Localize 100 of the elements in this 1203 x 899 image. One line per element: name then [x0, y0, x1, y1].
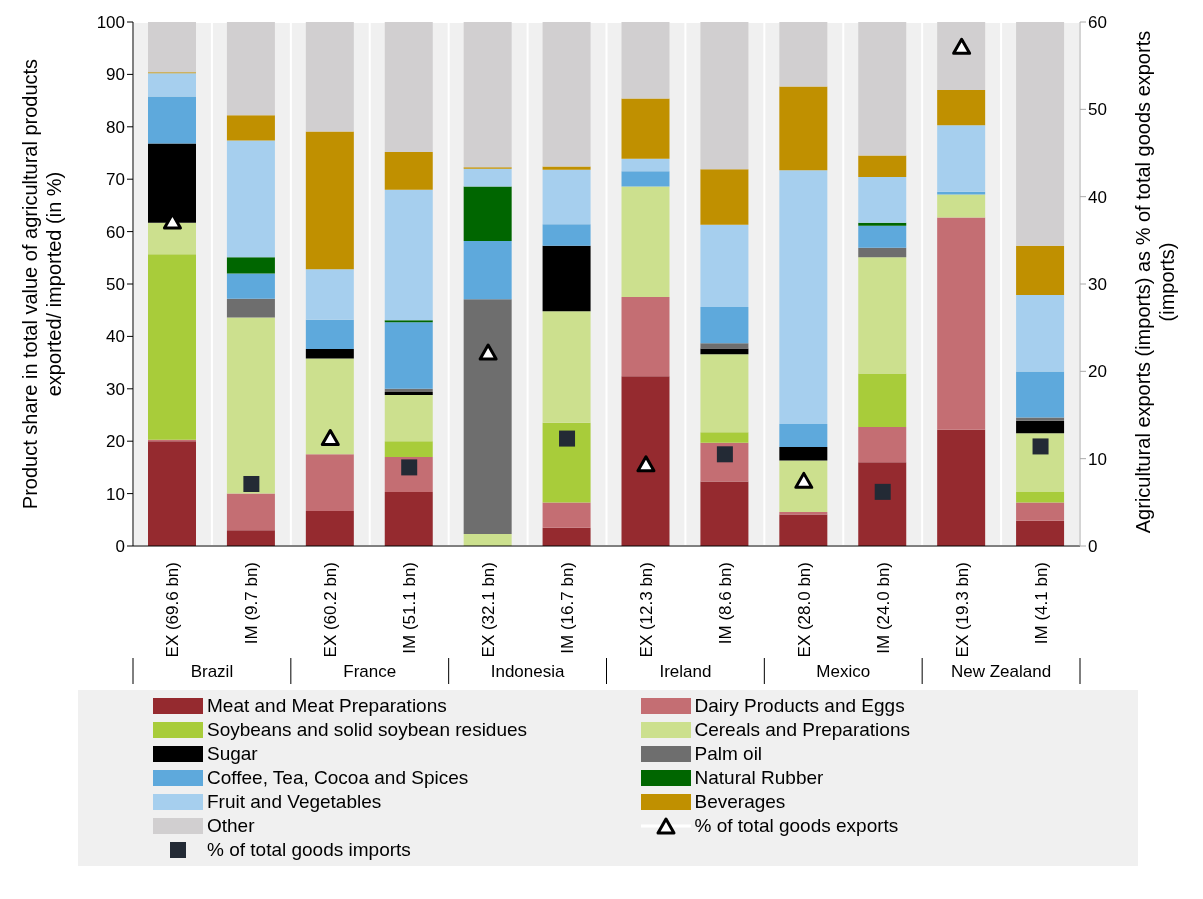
bar: [700, 307, 749, 344]
y-tick-label: 0: [115, 537, 125, 557]
bar: [937, 194, 986, 218]
legend-label: Soybeans and solid soybean residues: [207, 719, 528, 741]
bar: [621, 158, 670, 172]
bar: [384, 492, 433, 546]
x-tick-label: IM (4.1 bn): [1031, 562, 1051, 645]
legend-label: % of total goods exports: [694, 815, 899, 837]
bar: [700, 224, 749, 308]
legend-label: Cereals and Preparations: [694, 719, 910, 741]
bar: [937, 90, 986, 126]
bar: [542, 245, 591, 312]
bar: [858, 247, 907, 258]
bar: [384, 320, 433, 323]
bar: [621, 376, 670, 546]
x-tick-label: EX (12.3 bn): [636, 562, 656, 658]
bar: [384, 441, 433, 457]
bar: [305, 358, 354, 455]
x-tick-label: EX (69.6 bn): [163, 562, 183, 658]
bar: [305, 510, 354, 546]
x-tick-label: EX (60.2 bn): [321, 562, 341, 658]
bar: [305, 22, 354, 132]
text: Ireland: [658, 662, 713, 682]
bar: [858, 427, 907, 463]
bar: [384, 322, 433, 389]
bar: [1016, 245, 1065, 295]
bar: [700, 343, 749, 349]
bar: [779, 86, 828, 171]
bar: [463, 186, 512, 242]
bar: [148, 96, 196, 144]
bar: [621, 186, 670, 298]
y2-tick-label: 20: [1088, 362, 1107, 382]
y-tick-label: 40: [106, 327, 125, 347]
point: [243, 475, 260, 492]
bar: [305, 454, 354, 511]
text: Mexico: [815, 662, 872, 682]
x-tick-label: EX (32.1 bn): [479, 562, 499, 658]
bar: [700, 169, 749, 225]
bar: [1016, 417, 1065, 421]
bar: [1016, 22, 1065, 246]
legend-label: Sugar: [207, 743, 258, 765]
bar: [384, 151, 433, 190]
bar: [226, 257, 275, 274]
text: France: [342, 662, 398, 682]
x-tick-label: IM (9.7 bn): [242, 562, 262, 645]
text: Brazil: [189, 662, 235, 682]
bar: [305, 348, 354, 359]
bar: [542, 311, 591, 423]
bar: [1016, 520, 1065, 546]
y-axis-title: Product share in total value of agricultural products exported/ imported (in %): [18, 57, 66, 512]
point: [478, 343, 498, 361]
bar: [858, 373, 907, 428]
bar: [148, 222, 196, 255]
legend-label: Meat and Meat Preparations: [207, 695, 447, 717]
bar: [542, 166, 591, 170]
bar: [779, 22, 828, 87]
bar: [937, 22, 986, 91]
bar: [779, 514, 828, 546]
bar: [384, 22, 433, 152]
legend-label: % of total goods imports: [207, 839, 411, 861]
bar: [226, 115, 275, 141]
legend-label: Natural Rubber: [694, 767, 824, 789]
bar: [937, 429, 986, 546]
y2-axis-title: Agricultural exports (imports) as % of total goods exports (imports): [1131, 29, 1179, 536]
y-tick-label: 80: [106, 117, 125, 137]
bar: [542, 224, 591, 246]
bar: [700, 348, 749, 355]
bar: [937, 125, 986, 192]
y2-tick-label: 50: [1088, 100, 1107, 120]
y2-tick-label: 40: [1088, 187, 1107, 207]
y-tick-label: 20: [106, 432, 125, 452]
bar: [779, 460, 828, 512]
bar: [305, 319, 354, 349]
bar: [148, 22, 196, 73]
bar: [463, 241, 512, 300]
bar: [542, 422, 591, 503]
bar: [621, 171, 670, 187]
bar: [779, 423, 828, 447]
bar: [1016, 433, 1065, 493]
bar: [542, 527, 591, 546]
bar: [858, 462, 907, 546]
bar: [621, 98, 670, 159]
x-tick-label: IM (24.0 bn): [873, 562, 893, 654]
x-tick-label: IM (16.7 bn): [558, 562, 578, 654]
bar: [384, 391, 433, 396]
bar: [305, 131, 354, 270]
point: [320, 429, 340, 447]
bar: [148, 254, 196, 440]
bar: [148, 441, 196, 546]
bar: [621, 297, 670, 377]
legend-label: Palm oil: [694, 743, 763, 765]
bar: [858, 177, 907, 223]
point: [1032, 438, 1049, 455]
y2-tick-label: 10: [1088, 449, 1107, 469]
y2-tick-label: 0: [1088, 537, 1098, 557]
x-tick-label: IM (8.6 bn): [715, 562, 735, 645]
bar: [700, 22, 749, 170]
point: [874, 483, 891, 500]
bar: [226, 140, 275, 258]
bar: [542, 22, 591, 167]
